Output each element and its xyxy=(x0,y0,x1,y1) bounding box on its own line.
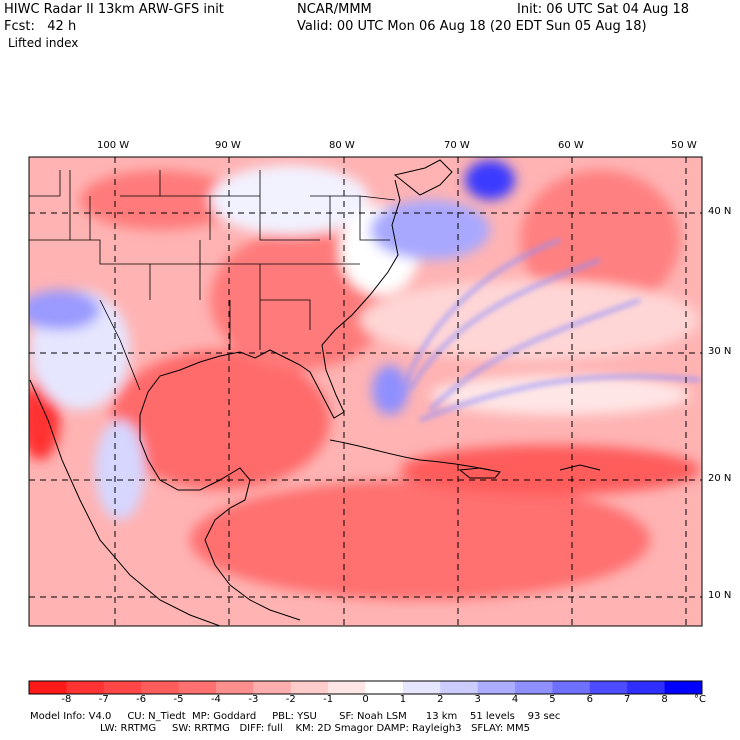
colorbar-tick-label: 1 xyxy=(399,694,407,705)
lon-label-90w: 90 W xyxy=(215,140,241,151)
colorbar-swatch xyxy=(365,681,404,694)
colorbar xyxy=(28,680,703,695)
lat-label-30n: 30 N xyxy=(708,346,732,357)
model-info-line-1: Model Info: V4.0 CU: N_Tiedt MP: Goddard… xyxy=(30,711,561,722)
colorbar-unit: °C xyxy=(694,694,706,705)
colorbar-swatch xyxy=(328,681,366,694)
colorbar-tick-label: -3 xyxy=(248,694,259,705)
colorbar-swatch xyxy=(178,681,217,694)
colorbar-tick-label: 5 xyxy=(549,694,556,705)
model-info-line-2: LW: RRTMG SW: RRTMG DIFF: full KM: 2D Sm… xyxy=(100,723,530,734)
lon-label-80w: 80 W xyxy=(329,140,355,151)
colorbar-swatch xyxy=(440,681,479,694)
colorbar-swatch xyxy=(552,681,591,694)
colorbar-tick-label: 0 xyxy=(362,694,369,705)
colorbar-swatch xyxy=(290,681,329,694)
colorbar-swatch xyxy=(627,681,666,694)
lat-lon-grid xyxy=(29,157,702,626)
colorbar-tick-label: -8 xyxy=(61,694,72,705)
colorbar-tick-label: -5 xyxy=(173,694,184,705)
lon-label-100w: 100 W xyxy=(97,140,130,151)
forecast-hour: Fcst: 42 h xyxy=(4,19,77,34)
colorbar-swatch xyxy=(515,681,553,694)
valid-time: Valid: 00 UTC Mon 06 Aug 18 (20 EDT Sun … xyxy=(297,19,647,34)
colorbar-swatch xyxy=(253,681,292,694)
model-title: HIWC Radar II 13km ARW-GFS init xyxy=(4,2,224,17)
colorbar-swatch xyxy=(103,681,142,694)
map-frame xyxy=(28,156,703,627)
colorbar-swatch xyxy=(664,681,703,694)
colorbar-tick-label: -1 xyxy=(323,694,334,705)
map-field xyxy=(29,157,702,626)
colorbar-frame xyxy=(28,680,703,695)
colorbar-tick-label: -4 xyxy=(210,694,221,705)
colorbar-swatch xyxy=(402,681,441,694)
colorbar-swatch xyxy=(477,681,516,694)
colorbar-tick-label: 7 xyxy=(624,694,631,705)
colorbar-tick-label: -6 xyxy=(136,694,147,705)
lon-label-50w: 50 W xyxy=(671,140,697,151)
lon-label-70w: 70 W xyxy=(444,140,470,151)
lat-label-40n: 40 N xyxy=(708,206,732,217)
colorbar-tick-label: 8 xyxy=(661,694,668,705)
lat-label-10n: 10 N xyxy=(708,590,732,601)
colorbar-tick-label: 3 xyxy=(474,694,481,705)
init-time: Init: 06 UTC Sat 04 Aug 18 xyxy=(517,2,690,17)
colorbar-tick-label: 4 xyxy=(511,694,519,705)
field-name: Lifted index xyxy=(8,36,79,50)
coastlines xyxy=(29,159,601,626)
colorbar-tick-label: -2 xyxy=(285,694,296,705)
colorbar-tick-label: 2 xyxy=(437,694,444,705)
field-shading xyxy=(29,160,700,600)
colorbar-swatch xyxy=(29,681,67,694)
colorbar-swatch xyxy=(589,681,628,694)
colorbar-swatch xyxy=(141,681,180,694)
organization-label: NCAR/MMM xyxy=(297,2,372,17)
lon-label-60w: 60 W xyxy=(558,140,584,151)
lat-label-20n: 20 N xyxy=(708,473,732,484)
colorbar-tick-label: 6 xyxy=(586,694,594,705)
political-borders xyxy=(29,170,396,391)
colorbar-swatch xyxy=(66,681,105,694)
colorbar-swatch xyxy=(215,681,254,694)
colorbar-tick-label: -7 xyxy=(98,694,109,705)
